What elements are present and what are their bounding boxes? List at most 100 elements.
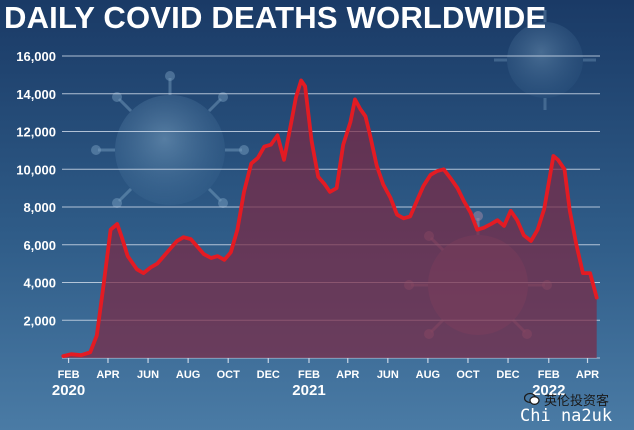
year-label: 2022	[532, 382, 565, 399]
data-point	[102, 285, 105, 288]
data-point	[176, 240, 179, 243]
data-point	[290, 121, 293, 124]
data-point	[189, 238, 192, 241]
data-point	[595, 296, 598, 299]
series-line	[61, 78, 599, 358]
data-point	[304, 85, 307, 88]
data-point	[169, 247, 172, 250]
wechat-icon	[524, 392, 540, 405]
data-point	[422, 185, 425, 188]
data-point	[536, 228, 539, 231]
data-point	[496, 219, 499, 222]
x-tick-label: JUN	[137, 369, 159, 381]
data-point	[80, 354, 83, 357]
data-point	[516, 219, 519, 222]
x-tick-label: JUN	[377, 369, 399, 381]
x-tick-label: FEB	[298, 369, 320, 381]
data-point	[149, 266, 152, 269]
area-fill-layer	[63, 80, 597, 358]
watermark-name: 英伦投资客	[544, 394, 610, 409]
x-tick-label: AUG	[416, 369, 440, 381]
data-point	[136, 268, 139, 271]
data-point	[557, 158, 560, 161]
data-point	[126, 255, 129, 258]
data-point	[442, 168, 445, 171]
data-point	[223, 259, 226, 262]
data-point	[256, 157, 259, 160]
data-point	[196, 245, 199, 248]
data-point	[509, 209, 512, 212]
data-point	[317, 175, 320, 178]
x-tick-label: DEC	[257, 369, 280, 381]
year-label: 2021	[292, 382, 325, 399]
x-tick-label: FEB	[538, 369, 560, 381]
data-point	[456, 187, 459, 190]
x-tick-label: APR	[336, 369, 359, 381]
y-tick-label: 4,000	[23, 276, 56, 291]
y-tick-label: 14,000	[16, 87, 56, 102]
y-tick-label: 16,000	[16, 49, 56, 64]
data-point	[354, 98, 357, 101]
data-point	[409, 215, 412, 218]
data-point	[349, 121, 352, 124]
data-point	[568, 209, 571, 212]
data-point	[530, 240, 533, 243]
data-point	[364, 115, 367, 118]
x-tick-label: DEC	[496, 369, 519, 381]
data-point	[589, 272, 592, 275]
data-point	[436, 170, 439, 173]
data-point	[375, 164, 378, 167]
data-point	[95, 334, 98, 337]
x-axis-ticks: FEB APR JUN AUG OCT DEC FEB APR JUN AUG OCT DEC FEB A…	[52, 358, 599, 399]
chart-title: DAILY COVID DEATHS WORLDWIDE	[4, 0, 547, 35]
data-point	[109, 228, 112, 231]
data-point	[335, 187, 338, 190]
x-tick-label: OCT	[217, 369, 241, 381]
data-point	[62, 355, 65, 358]
data-point	[482, 226, 485, 229]
y-tick-label: 2,000	[23, 313, 56, 328]
data-point	[210, 257, 213, 260]
data-point	[552, 155, 555, 158]
data-point	[120, 236, 123, 239]
series-area	[63, 80, 597, 358]
data-point	[575, 243, 578, 246]
year-label: 2020	[52, 382, 85, 399]
data-point	[547, 181, 550, 184]
data-point	[270, 143, 273, 146]
x-tick-label: OCT	[456, 369, 480, 381]
data-point	[429, 174, 432, 177]
data-point	[89, 351, 92, 354]
data-point	[295, 96, 298, 99]
data-point	[250, 162, 253, 165]
data-point	[402, 217, 405, 220]
virus-decoration-left	[91, 71, 249, 208]
x-tick-label: AUG	[176, 369, 200, 381]
data-point	[162, 255, 165, 258]
virus-decoration-top-right	[494, 10, 596, 110]
data-point	[329, 191, 332, 194]
data-point	[243, 191, 246, 194]
watermark: 英伦投资客 Chi na2uk	[520, 388, 632, 428]
data-point	[142, 272, 145, 275]
data-point	[543, 208, 546, 211]
data-point	[116, 223, 119, 226]
data-point	[156, 262, 159, 265]
data-point	[389, 196, 392, 199]
series-line-layer	[61, 78, 599, 358]
data-point	[182, 236, 185, 239]
data-point	[300, 79, 303, 82]
data-point	[382, 183, 385, 186]
y-tick-label: 6,000	[23, 238, 56, 253]
data-point	[463, 200, 466, 203]
x-tick-label: APR	[576, 369, 599, 381]
data-point	[70, 353, 73, 356]
data-point	[563, 168, 566, 171]
data-point	[490, 223, 493, 226]
data-point	[450, 177, 453, 180]
data-point	[369, 134, 372, 137]
watermark-site: Chi na2uk	[520, 406, 613, 426]
data-point	[263, 145, 266, 148]
y-tick-label: 12,000	[16, 125, 56, 140]
data-point	[469, 211, 472, 214]
